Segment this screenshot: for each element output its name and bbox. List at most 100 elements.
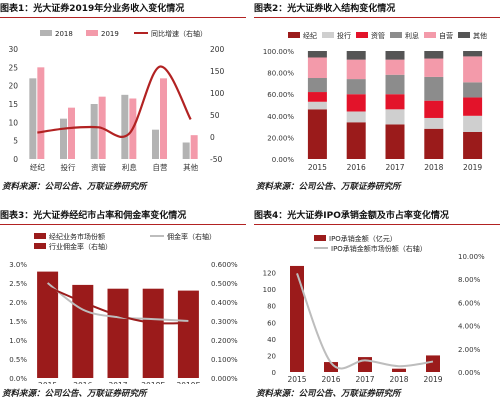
y-tick-label: 0.00% xyxy=(272,156,295,164)
series-line xyxy=(37,65,192,138)
legend-swatch xyxy=(458,32,470,38)
y-tick-label: 25 xyxy=(8,63,18,72)
y2-tick-label: 0.00% xyxy=(458,369,481,377)
legend-swatch xyxy=(390,32,402,38)
bar-segment xyxy=(307,78,327,93)
x-tick-label: 2017 xyxy=(385,163,404,172)
chart-panel-1: 图表1：光大证券2019年分业务收入变化情况 0 5 10 15 20 25 30 -50 0 5… xyxy=(0,0,246,195)
y-tick-label: 20.00% xyxy=(267,134,294,142)
y2-tick-label: 6.00% xyxy=(458,299,481,307)
chart-panel-2: 图表2：光大证券收入结构变化情况 0.00% 20.00% 40.00% 60.00%… xyxy=(254,0,500,195)
bar-segment xyxy=(385,94,405,110)
legend-swatch xyxy=(356,32,368,38)
bar xyxy=(121,94,129,159)
y-tick-label: 15 xyxy=(8,100,18,109)
legend-label: 同比增速（右轴） xyxy=(151,29,207,38)
x-tick-label: 投行 xyxy=(61,162,76,172)
legend-label: 佣金率（右轴） xyxy=(167,232,216,241)
bar xyxy=(60,118,67,159)
bar-segment xyxy=(463,51,483,57)
bar xyxy=(37,271,59,378)
bar-segment xyxy=(346,94,366,112)
chart-1-svg: 0 5 10 15 20 25 30 -50 0 50 100 150 200 经纪 投行 资管 利息 自营 其他 2… xyxy=(8,29,224,172)
bar-segment xyxy=(463,56,483,83)
y-tick-label: 120 xyxy=(263,270,276,278)
bar xyxy=(324,362,338,372)
bar-segment xyxy=(424,117,444,129)
y2-tick-label: 0.600% xyxy=(211,261,238,269)
bar-segment xyxy=(424,76,444,101)
bar-segment xyxy=(346,122,366,159)
bar-segment xyxy=(463,82,483,98)
y-tick-label: 10 xyxy=(8,118,18,127)
chart-2-svg: 0.00% 20.00% 40.00% 60.00% 80.00% 100.00% 2015… xyxy=(263,31,487,172)
chart-source: 资料来源：公司公告、万联证券研究所 xyxy=(2,182,147,192)
bar-segment xyxy=(385,51,405,60)
x-tick-label: 资管 xyxy=(91,162,106,172)
x-tick-label: 2019 xyxy=(423,375,442,384)
y-tick-label: 80 xyxy=(267,303,276,311)
legend-label: 自营 xyxy=(439,31,453,40)
y-tick-label: 3.0% xyxy=(9,261,27,269)
chart-panel-4: 图表4：光大证券IPO承销金额及市占率变化情况 0 20 40 60 80 100 120 0… xyxy=(254,207,500,402)
y2-tick-label: 4.00% xyxy=(458,323,481,331)
bar-segment xyxy=(307,92,327,102)
bar xyxy=(190,135,198,159)
series-line xyxy=(46,282,189,322)
x-tick-label: 经纪 xyxy=(30,162,45,172)
x-tick-label: 2018E xyxy=(141,381,165,384)
legend-label: 利息 xyxy=(405,31,419,40)
bar-segment xyxy=(385,109,405,125)
legend-swatch xyxy=(86,30,98,36)
x-tick-label: 其他 xyxy=(183,162,198,172)
y-tick-label: 20 xyxy=(267,352,276,360)
y-tick-label: 2.0% xyxy=(9,299,27,307)
legend-swatch xyxy=(34,243,46,249)
y-tick-label: 60.00% xyxy=(267,91,294,99)
legend-label: 投行 xyxy=(337,31,351,40)
legend-label: 2019 xyxy=(101,30,119,38)
y2-tick-label: 0.400% xyxy=(211,299,238,307)
chart-source: 资料来源：公司公告、万联证券研究所 xyxy=(256,389,401,399)
legend-swatch xyxy=(424,32,436,38)
y-tick-label: 30 xyxy=(8,45,18,54)
y-tick-label: 80.00% xyxy=(267,70,294,78)
y-tick-label: 100 xyxy=(263,286,276,294)
y-tick-label: 20 xyxy=(8,82,18,91)
bar xyxy=(90,104,98,159)
x-tick-label: 2015 xyxy=(38,381,57,384)
y-tick-label: 40 xyxy=(267,336,276,344)
legend-label: 资管 xyxy=(371,31,385,40)
series-line xyxy=(296,273,434,370)
chart-3-svg: 0.0% 0.5% 1.0% 1.5% 2.0% 2.5% 3.0% 0.000% 0.100%… xyxy=(9,232,238,384)
chart-title: 图表1：光大证券2019年分业务收入变化情况 xyxy=(0,2,246,18)
bar-segment xyxy=(424,128,444,159)
x-tick-label: 2017 xyxy=(355,375,374,384)
x-tick-label: 2018 xyxy=(389,375,408,384)
bar xyxy=(160,78,167,159)
bar-segment xyxy=(463,97,483,116)
legend-swatch xyxy=(40,30,52,36)
y2-tick-label: 0 xyxy=(210,133,215,142)
x-tick-label: 2016 xyxy=(321,375,340,384)
chart-panel-3: 图表3：光大证券经纪市占率和佣金率变化情况 0.0% 0.5% 1.0% 1.5% 2.… xyxy=(0,207,246,402)
legend-label: IPO承销金额市场份额（右轴） xyxy=(331,244,427,253)
bar xyxy=(358,357,372,372)
bar-segment xyxy=(346,79,366,95)
series-line xyxy=(47,285,189,325)
y2-tick-label: 0.200% xyxy=(211,337,238,345)
chart-title: 图表3：光大证券经纪市占率和佣金率变化情况 xyxy=(0,209,246,225)
bar xyxy=(68,107,75,159)
y-tick-label: 0.0% xyxy=(9,375,27,383)
chart-title: 图表4：光大证券IPO承销金额及市占率变化情况 xyxy=(254,209,500,225)
bar-segment xyxy=(385,124,405,159)
bar-segment xyxy=(385,74,405,95)
x-tick-label: 2019E xyxy=(176,381,200,384)
y-tick-label: 60 xyxy=(267,319,276,327)
bar-segment xyxy=(346,59,366,80)
legend-swatch xyxy=(314,235,326,241)
x-tick-label: 2016 xyxy=(73,381,92,384)
x-tick-label: 利息 xyxy=(122,162,137,172)
y2-tick-label: 10.00% xyxy=(458,253,485,261)
x-tick-label: 2016 xyxy=(347,163,366,172)
